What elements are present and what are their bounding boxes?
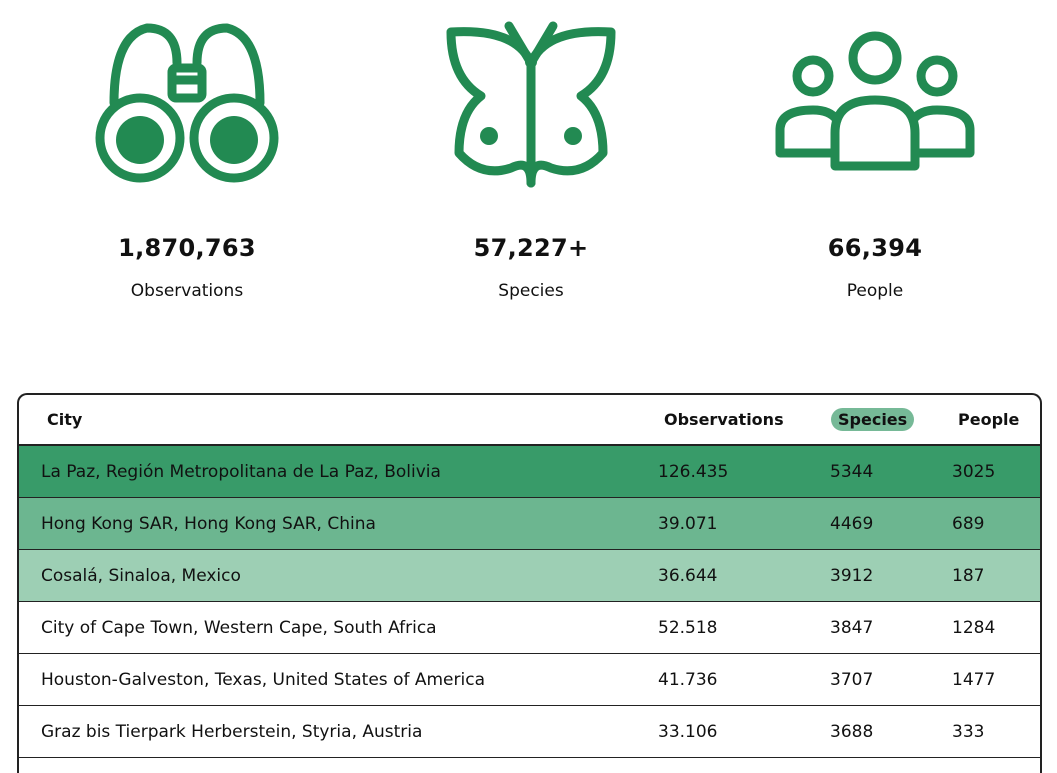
observations-total: 1,870,763 [118,234,256,262]
table-row[interactable]: City of Cape Town, Western Cape, South A… [19,602,1040,654]
cell-species: 3847 [830,617,874,638]
cell-observations: 33.106 [658,721,718,742]
cell-people: 689 [952,513,985,534]
cell-people: 1477 [952,669,996,690]
cell-species: 3707 [830,669,874,690]
cell-city[interactable]: La Paz, Región Metropolitana de La Paz, … [41,461,441,482]
people-total: 66,394 [827,234,923,262]
cell-species: 3688 [830,721,874,742]
cell-city[interactable]: Houston-Galveston, Texas, United States … [41,669,485,690]
cell-observations: 41.736 [658,669,718,690]
cell-observations: 36.644 [658,565,718,586]
stat-people: 66,394 People [745,0,1005,320]
cell-people: 333 [952,721,985,742]
binoculars-icon [95,23,279,183]
people-icon [775,31,975,171]
table-row[interactable]: Graz bis Tierpark Herberstein, Styria, A… [19,706,1040,758]
cell-species: 3912 [830,565,874,586]
table-row[interactable]: Houston-Galveston, Texas, United States … [19,654,1040,706]
city-ranking-table: City Observations Species People La Paz,… [17,393,1042,773]
observations-label: Observations [130,281,244,301]
cell-city[interactable]: Cosalá, Sinaloa, Mexico [41,565,241,586]
table-row[interactable]: Cosalá, Sinaloa, Mexico 36.644 3912 187 [19,550,1040,602]
cell-city[interactable]: Graz bis Tierpark Herberstein, Styria, A… [41,721,423,742]
cell-city[interactable]: City of Cape Town, Western Cape, South A… [41,617,437,638]
column-header-species[interactable]: Species [830,395,915,444]
cell-people: 1284 [952,617,996,638]
cell-people: 187 [952,565,985,586]
cell-city[interactable]: Hong Kong SAR, Hong Kong SAR, China [41,513,376,534]
cell-observations: 39.071 [658,513,718,534]
table-header-row: City Observations Species People [19,395,1040,446]
table-row[interactable]: Hong Kong SAR, Hong Kong SAR, China 39.07… [19,498,1040,550]
people-label: People [846,281,904,301]
butterfly-icon [446,21,616,188]
table-row[interactable]: La Paz, Región Metropolitana de La Paz, … [19,446,1040,498]
cell-people: 3025 [952,461,996,482]
cell-species: 5344 [830,461,874,482]
stats-section: 1,870,763 Observations 57,227+ Species [0,0,1057,330]
cell-observations: 126.435 [658,461,729,482]
column-header-city[interactable]: City [47,410,83,429]
species-total: 57,227+ [473,234,589,262]
stat-species: 57,227+ Species [401,0,661,320]
cell-species: 4469 [830,513,874,534]
sorted-column-pill[interactable]: Species [831,408,915,431]
species-label: Species [498,281,564,301]
cell-observations: 52.518 [658,617,718,638]
column-header-people[interactable]: People [958,410,1020,429]
column-header-observations[interactable]: Observations [664,410,784,429]
stat-observations: 1,870,763 Observations [57,0,317,320]
